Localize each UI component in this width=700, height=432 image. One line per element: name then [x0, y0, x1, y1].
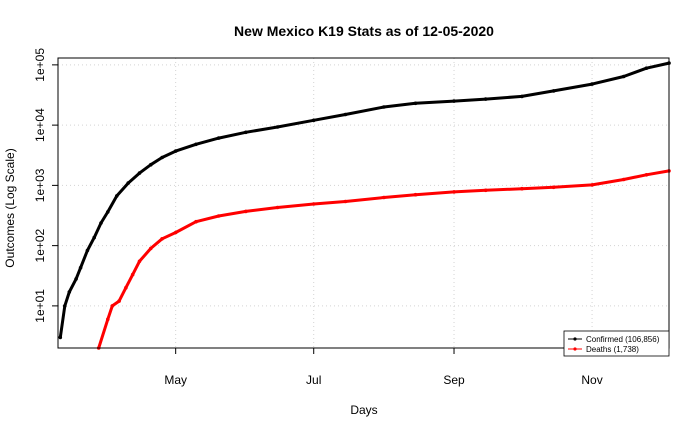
y-tick-label: 1e+03 [33, 168, 47, 202]
data-point-confirmed [590, 82, 594, 86]
data-point-confirmed [275, 125, 280, 129]
data-point-confirmed [413, 101, 418, 106]
data-point-deaths [106, 317, 110, 322]
y-tick-label: 1e+01 [33, 289, 47, 323]
x-tick-label: Sep [443, 373, 465, 387]
data-point-confirmed [452, 99, 456, 103]
x-axis: May Jul Sep Nov [164, 348, 603, 387]
data-point-confirmed [74, 277, 78, 281]
data-point-confirmed [92, 235, 96, 240]
data-point-deaths [590, 183, 594, 187]
plot-frame [57, 57, 670, 349]
data-point-deaths [275, 205, 280, 210]
data-point-deaths [110, 304, 115, 308]
legend: Confirmed (106,856) Deaths (1,738) [563, 330, 670, 357]
data-point-deaths [413, 192, 418, 197]
data-point-confirmed [194, 142, 198, 147]
data-point-confirmed [63, 304, 67, 308]
data-point-confirmed [67, 290, 72, 294]
data-point-confirmed [343, 112, 348, 117]
data-point-confirmed [106, 210, 110, 214]
data-point-deaths [149, 246, 153, 251]
data-point-deaths [137, 259, 142, 264]
data-point-confirmed [160, 155, 164, 160]
data-point-confirmed [520, 94, 524, 99]
data-point-confirmed [216, 136, 221, 140]
data-point-deaths [216, 214, 221, 218]
series-line-deaths [97, 169, 671, 350]
legend-marker-confirmed [573, 337, 577, 341]
data-point-confirmed [99, 221, 103, 225]
y-tick-label: 1e+04 [33, 108, 47, 142]
data-point-confirmed [382, 105, 386, 109]
x-tick-label: May [164, 373, 187, 387]
legend-marker-deaths [573, 347, 577, 351]
legend-label-deaths: Deaths (1,738) [586, 345, 639, 354]
x-tick-label: Jul [306, 373, 321, 387]
data-point-confirmed [137, 171, 142, 175]
data-point-confirmed [78, 265, 83, 270]
data-point-deaths [124, 285, 128, 290]
data-point-deaths [194, 219, 198, 224]
data-point-confirmed [483, 97, 488, 101]
data-point-deaths [452, 190, 456, 194]
series-layer [58, 61, 671, 350]
chart-title: New Mexico K19 Stats as of 12-05-2020 [234, 23, 494, 39]
y-tick-label: 1e+02 [33, 228, 47, 262]
data-point-confirmed [311, 118, 316, 123]
data-point-confirmed [149, 162, 153, 167]
data-point-deaths [551, 185, 556, 190]
data-point-deaths [343, 199, 348, 204]
x-axis-label: Days [350, 403, 377, 417]
data-point-confirmed [244, 130, 248, 135]
y-axis: 1e+01 1e+02 1e+03 1e+04 1e+05 [33, 48, 58, 323]
data-point-deaths [311, 202, 316, 206]
data-point-deaths [244, 209, 248, 214]
y-axis-label: Outcomes (Log Scale) [3, 148, 17, 267]
data-point-confirmed [551, 89, 556, 93]
y-tick-label: 1e+05 [33, 48, 47, 82]
data-point-deaths [117, 299, 121, 303]
data-point-deaths [173, 230, 178, 235]
data-point-confirmed [644, 66, 649, 70]
data-point-deaths [520, 186, 524, 191]
data-point-deaths [483, 188, 488, 193]
data-point-deaths [621, 177, 626, 182]
data-point-deaths [382, 195, 386, 200]
legend-box [563, 330, 670, 357]
data-point-confirmed [126, 181, 130, 185]
data-point-confirmed [58, 335, 63, 340]
data-point-confirmed [173, 149, 178, 153]
data-point-deaths [644, 173, 649, 177]
x-tick-label: Nov [581, 373, 602, 387]
grid [58, 58, 669, 348]
data-point-confirmed [621, 74, 626, 79]
data-point-confirmed [115, 194, 119, 198]
data-point-deaths [130, 272, 135, 277]
data-point-deaths [160, 237, 164, 241]
data-point-confirmed [85, 248, 90, 253]
legend-label-confirmed: Confirmed (106,856) [586, 335, 660, 344]
